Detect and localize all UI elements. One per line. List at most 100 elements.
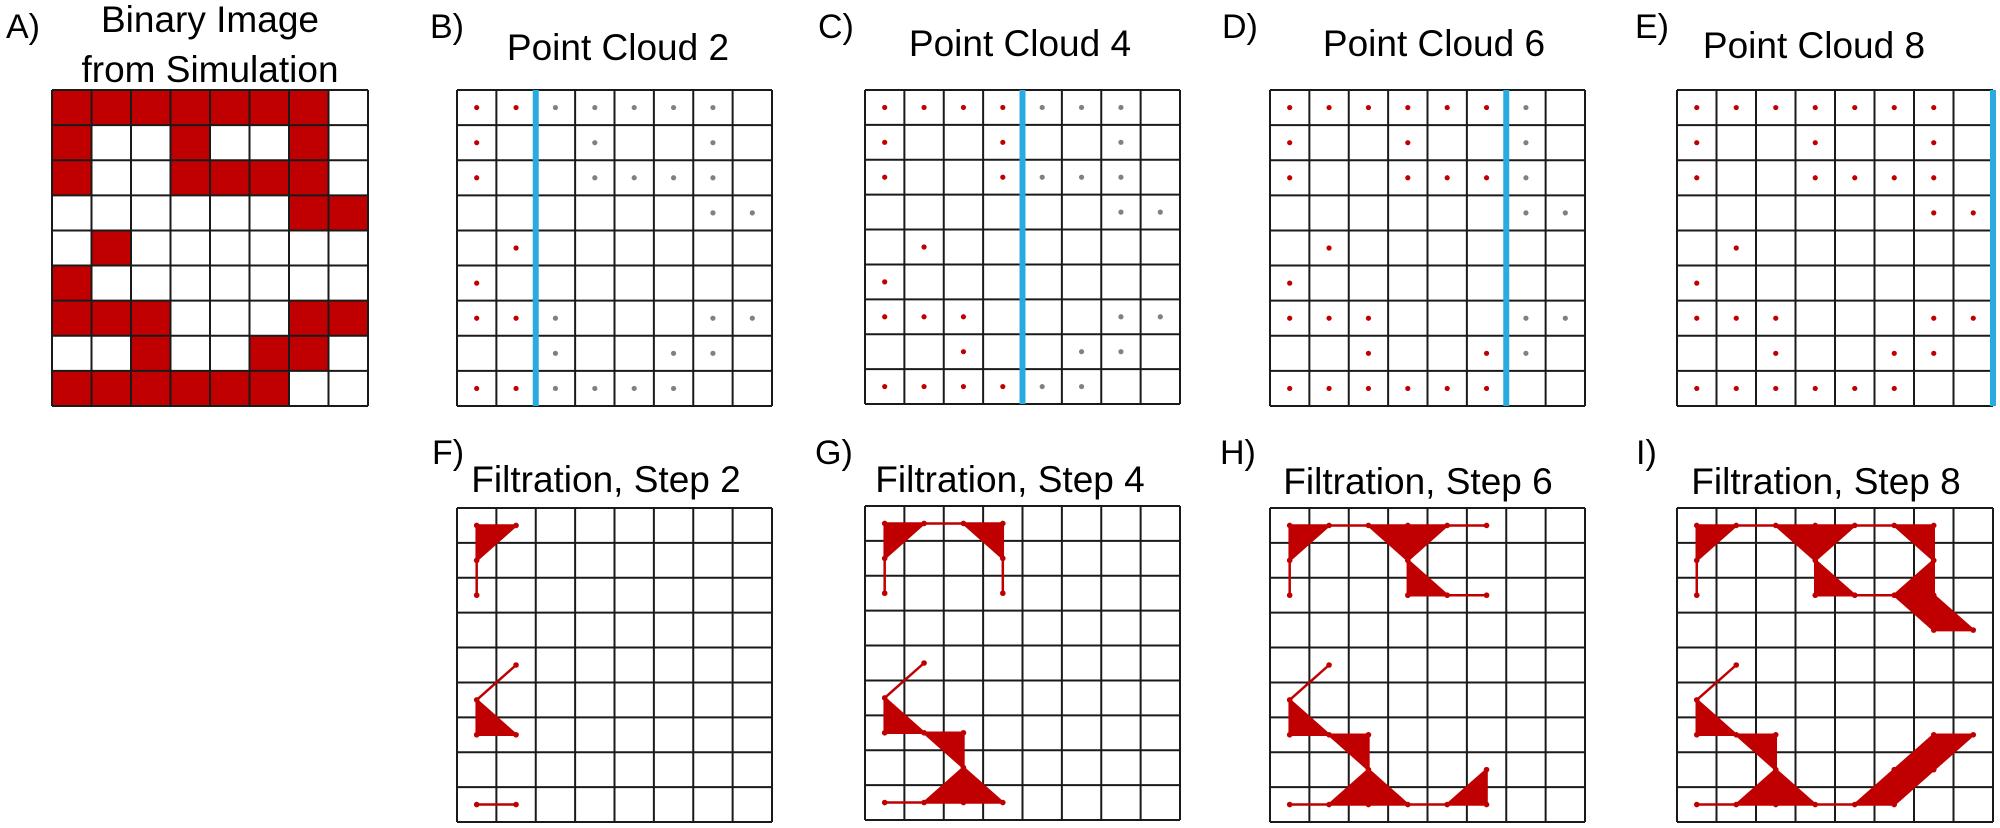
complex-edge	[1853, 768, 1896, 806]
active-point	[1812, 175, 1818, 181]
panel-d-letter: D)	[1222, 8, 1258, 46]
empty-cell	[210, 195, 250, 231]
panel-c: C) Point Cloud 4	[818, 8, 1181, 405]
empty-cell	[91, 335, 131, 371]
filled-cell	[131, 370, 171, 406]
complex-edge	[1288, 524, 1330, 562]
empty-cell	[289, 370, 329, 406]
inactive-point	[1078, 383, 1085, 390]
empty-cell	[210, 335, 250, 371]
complex-vertex	[1405, 522, 1411, 529]
active-point	[1000, 383, 1006, 390]
empty-cell	[91, 195, 131, 231]
inactive-point	[1078, 349, 1085, 355]
active-point	[921, 383, 927, 390]
active-point	[1773, 104, 1779, 111]
complex-vertex	[1286, 592, 1293, 599]
complex-vertex	[1365, 801, 1372, 808]
filled-cell	[52, 160, 92, 196]
active-point	[474, 104, 480, 111]
filled-cell	[170, 370, 210, 406]
complex-vertex	[1930, 627, 1937, 633]
complex-vertex	[1483, 592, 1490, 599]
point-cloud-4-grid	[864, 89, 1181, 405]
filled-cell	[210, 160, 250, 196]
inactive-point	[631, 385, 637, 392]
active-point	[474, 140, 480, 146]
active-point	[1287, 315, 1293, 321]
filled-cell	[289, 160, 329, 196]
inactive-point	[1078, 104, 1085, 111]
active-point	[882, 174, 888, 180]
panel-i: I) Filtration, Step 8	[1636, 434, 1994, 823]
inactive-point	[1118, 314, 1124, 320]
panel-b-title: Point Cloud 2	[507, 27, 729, 68]
inactive-point	[710, 175, 716, 181]
complex-vertex	[1930, 731, 1937, 738]
active-point	[1694, 175, 1700, 181]
active-point	[960, 349, 967, 355]
panel-a-letter: A)	[6, 8, 40, 46]
complex-vertex	[513, 801, 519, 808]
complex-vertex	[881, 555, 888, 562]
filled-cell	[52, 265, 92, 301]
inactive-point	[749, 210, 755, 216]
complex-vertex	[1891, 766, 1898, 773]
filtration-step-6-grid	[1269, 507, 1586, 823]
complex-vertex	[881, 695, 888, 701]
complex-vertex	[1444, 592, 1450, 599]
empty-cell	[91, 125, 131, 161]
inactive-point	[749, 315, 755, 321]
inactive-point	[631, 104, 637, 111]
inactive-point	[1118, 104, 1124, 111]
filled-cell	[91, 90, 131, 126]
filled-cell	[289, 300, 329, 336]
complex-vertex	[1286, 697, 1293, 703]
active-point	[1733, 104, 1739, 111]
empty-cell	[91, 160, 131, 196]
inactive-point	[1523, 350, 1529, 356]
complex-vertex	[1891, 801, 1898, 808]
filled-cell	[289, 335, 329, 371]
inactive-point	[1118, 349, 1124, 355]
complex-vertex	[1365, 522, 1372, 529]
complex-vertex	[1812, 801, 1819, 808]
complex-edge	[1695, 698, 1738, 736]
filled-cell	[91, 230, 131, 266]
active-point	[960, 383, 967, 390]
active-point	[1931, 140, 1937, 146]
complex-vertex	[1772, 766, 1779, 773]
active-point	[1694, 104, 1700, 111]
complex-vertex	[1891, 522, 1898, 529]
inactive-point	[710, 140, 716, 146]
inactive-point	[592, 140, 598, 146]
complex-vertex	[473, 697, 480, 703]
complex-vertex	[921, 660, 927, 666]
complex-vertex	[1483, 522, 1490, 529]
active-point	[1326, 315, 1332, 321]
active-point	[1773, 350, 1779, 356]
empty-cell	[249, 195, 289, 231]
active-point	[474, 280, 480, 286]
empty-cell	[170, 300, 210, 336]
complex-edge	[883, 662, 925, 699]
complex-vertex	[1851, 592, 1858, 599]
inactive-point	[1523, 210, 1529, 216]
empty-cell	[328, 370, 368, 406]
active-point	[1931, 315, 1937, 321]
panel-h-title: Filtration, Step 6	[1283, 461, 1552, 502]
complex-vertex	[1970, 731, 1977, 738]
inactive-point	[1039, 383, 1045, 390]
inactive-point	[552, 350, 559, 356]
complex-vertex	[1733, 731, 1740, 738]
empty-cell	[249, 265, 289, 301]
complex-vertex	[960, 764, 967, 771]
active-point	[1694, 280, 1700, 286]
complex-vertex	[1286, 522, 1293, 529]
empty-cell	[249, 300, 289, 336]
complex-vertex	[1693, 522, 1700, 529]
complex-vertex	[1891, 592, 1898, 599]
complex-vertex	[881, 520, 888, 527]
complex-vertex	[473, 522, 480, 529]
complex-vertex	[1930, 557, 1937, 564]
